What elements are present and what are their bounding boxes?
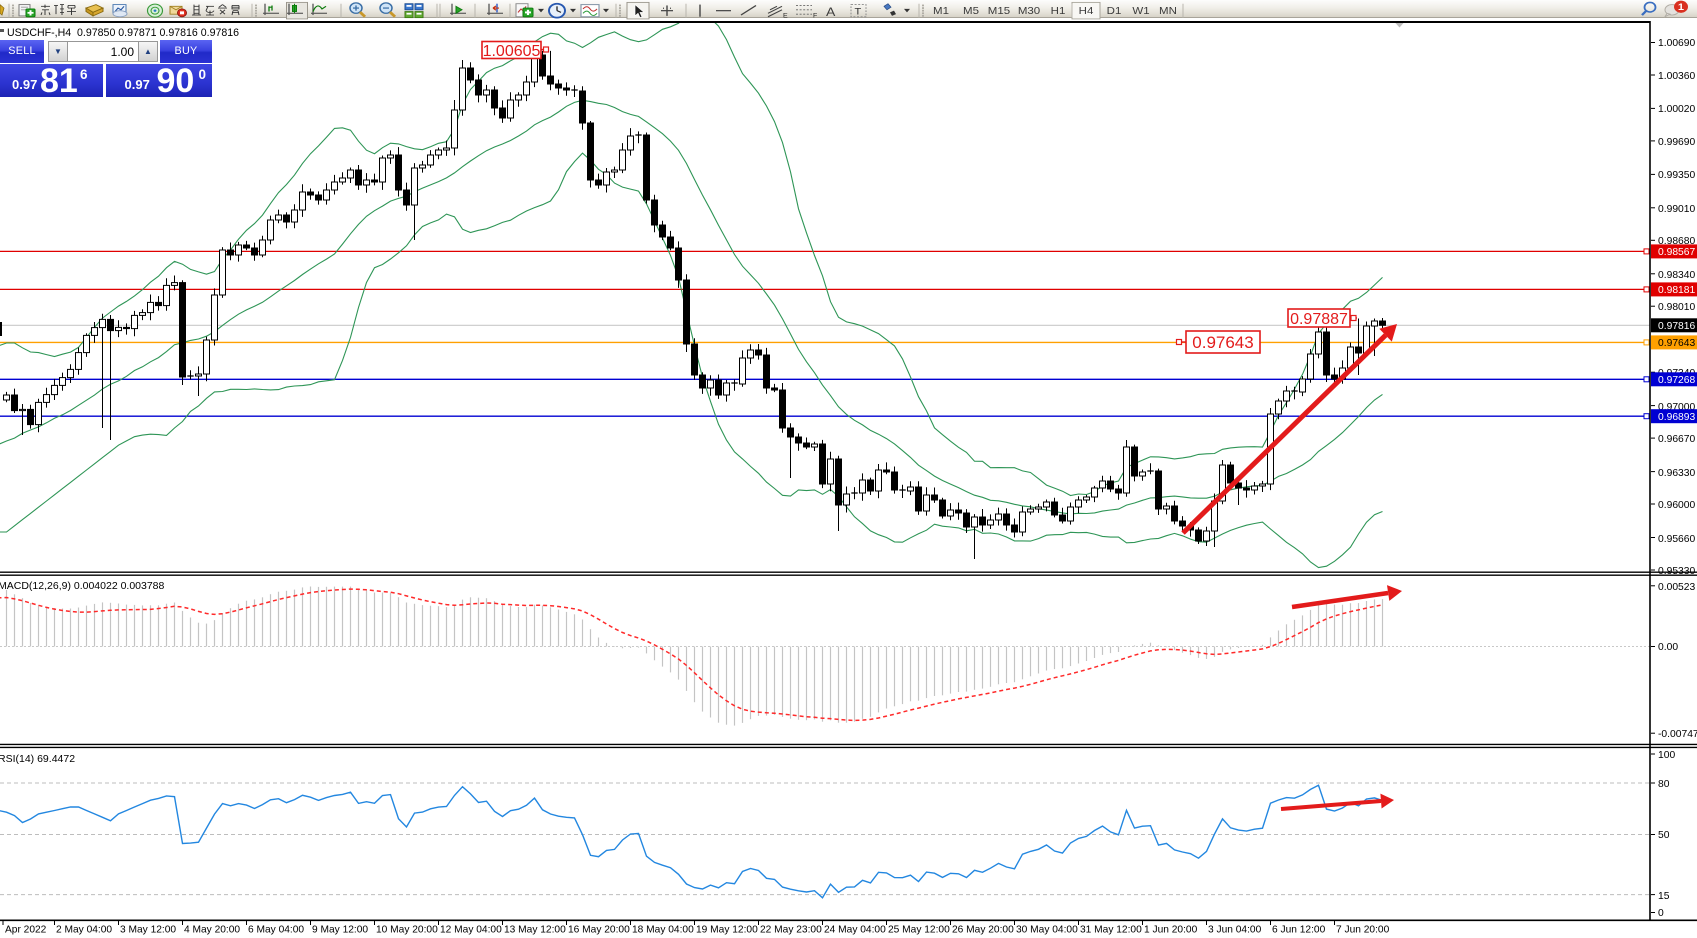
svg-text:24 May 04:00: 24 May 04:00 — [824, 925, 886, 936]
svg-text:MN: MN — [1159, 6, 1177, 17]
svg-text:2 May 04:00: 2 May 04:00 — [56, 925, 112, 936]
svg-text:0.97643: 0.97643 — [1658, 338, 1695, 349]
svg-text:16 May 20:00: 16 May 20:00 — [568, 925, 630, 936]
svg-text:25 May 12:00: 25 May 12:00 — [888, 925, 950, 936]
svg-text:15: 15 — [1658, 891, 1670, 902]
svg-text:M30: M30 — [1018, 6, 1040, 17]
svg-text:0.97000: 0.97000 — [1658, 402, 1695, 413]
svg-text:26 May 20:00: 26 May 20:00 — [952, 925, 1014, 936]
svg-text:0.99350: 0.99350 — [1658, 170, 1695, 181]
svg-text:22 May 23:00: 22 May 23:00 — [760, 925, 822, 936]
svg-text:D1: D1 — [1107, 6, 1122, 17]
svg-text:0: 0 — [1658, 908, 1664, 919]
svg-text:M5: M5 — [963, 6, 979, 17]
svg-text:RSI(14) 69.4472: RSI(14) 69.4472 — [0, 753, 75, 765]
svg-text:7 Jun 20:00: 7 Jun 20:00 — [1336, 925, 1390, 936]
svg-text:0.97268: 0.97268 — [1658, 375, 1695, 386]
svg-text:0.98010: 0.98010 — [1658, 302, 1695, 313]
svg-text:0.97816: 0.97816 — [1658, 321, 1695, 332]
svg-text:0.00: 0.00 — [1658, 642, 1678, 653]
svg-text:19 May 12:00: 19 May 12:00 — [696, 925, 758, 936]
svg-text:1: 1 — [1678, 3, 1684, 13]
svg-text:0.00523: 0.00523 — [1658, 582, 1695, 593]
svg-text:12 May 04:00: 12 May 04:00 — [440, 925, 502, 936]
svg-text:18 May 04:00: 18 May 04:00 — [632, 925, 694, 936]
svg-text:0.99690: 0.99690 — [1658, 137, 1695, 148]
svg-text:6 Jun 12:00: 6 Jun 12:00 — [1272, 925, 1326, 936]
svg-text:Apr 2022: Apr 2022 — [5, 925, 47, 936]
svg-text:13 May 12:00: 13 May 12:00 — [504, 925, 566, 936]
svg-text:1.00690: 1.00690 — [1658, 38, 1695, 49]
svg-text:0.96330: 0.96330 — [1658, 468, 1695, 479]
svg-text:1.00020: 1.00020 — [1658, 104, 1695, 115]
svg-text:50: 50 — [1658, 830, 1670, 841]
svg-text:10 May 20:00: 10 May 20:00 — [376, 925, 438, 936]
svg-text:0.96893: 0.96893 — [1658, 412, 1695, 423]
svg-text:0.96670: 0.96670 — [1658, 434, 1695, 445]
svg-text:0.98181: 0.98181 — [1658, 285, 1695, 296]
svg-text:1.00360: 1.00360 — [1658, 71, 1695, 82]
svg-text:M15: M15 — [988, 6, 1010, 17]
svg-text:3 May 12:00: 3 May 12:00 — [120, 925, 176, 936]
svg-text:A: A — [826, 5, 836, 19]
svg-text:M1: M1 — [933, 6, 949, 17]
svg-text:0.97887: 0.97887 — [1290, 311, 1348, 328]
svg-text:80: 80 — [1658, 779, 1670, 790]
svg-text:6 May 04:00: 6 May 04:00 — [248, 925, 304, 936]
svg-text:-0.00747: -0.00747 — [1658, 729, 1697, 740]
svg-text:9 May 12:00: 9 May 12:00 — [312, 925, 368, 936]
svg-text:3 Jun 04:00: 3 Jun 04:00 — [1208, 925, 1262, 936]
svg-text:MACD(12,26,9) 0.004022 0.00378: MACD(12,26,9) 0.004022 0.003788 — [0, 580, 165, 592]
svg-text:4 May 20:00: 4 May 20:00 — [184, 925, 240, 936]
svg-text:0.96000: 0.96000 — [1658, 500, 1695, 511]
svg-text:F: F — [813, 13, 817, 19]
svg-text:0.98567: 0.98567 — [1658, 247, 1695, 258]
svg-text:0.98340: 0.98340 — [1658, 270, 1695, 281]
svg-text:T: T — [855, 7, 862, 17]
svg-text:H1: H1 — [1051, 6, 1066, 17]
svg-text:H4: H4 — [1079, 6, 1094, 17]
svg-text:31 May 12:00: 31 May 12:00 — [1080, 925, 1142, 936]
svg-text:W1: W1 — [1132, 6, 1149, 17]
svg-text:1.00605: 1.00605 — [483, 43, 541, 60]
svg-text:0.95660: 0.95660 — [1658, 534, 1695, 545]
svg-text:1 Jun 20:00: 1 Jun 20:00 — [1144, 925, 1198, 936]
svg-text:0.98680: 0.98680 — [1658, 236, 1695, 247]
svg-text:0.97643: 0.97643 — [1192, 333, 1253, 352]
svg-text:30 May 04:00: 30 May 04:00 — [1016, 925, 1078, 936]
svg-text:100: 100 — [1658, 750, 1675, 761]
svg-text:E: E — [783, 13, 788, 19]
svg-text:0.99010: 0.99010 — [1658, 204, 1695, 215]
